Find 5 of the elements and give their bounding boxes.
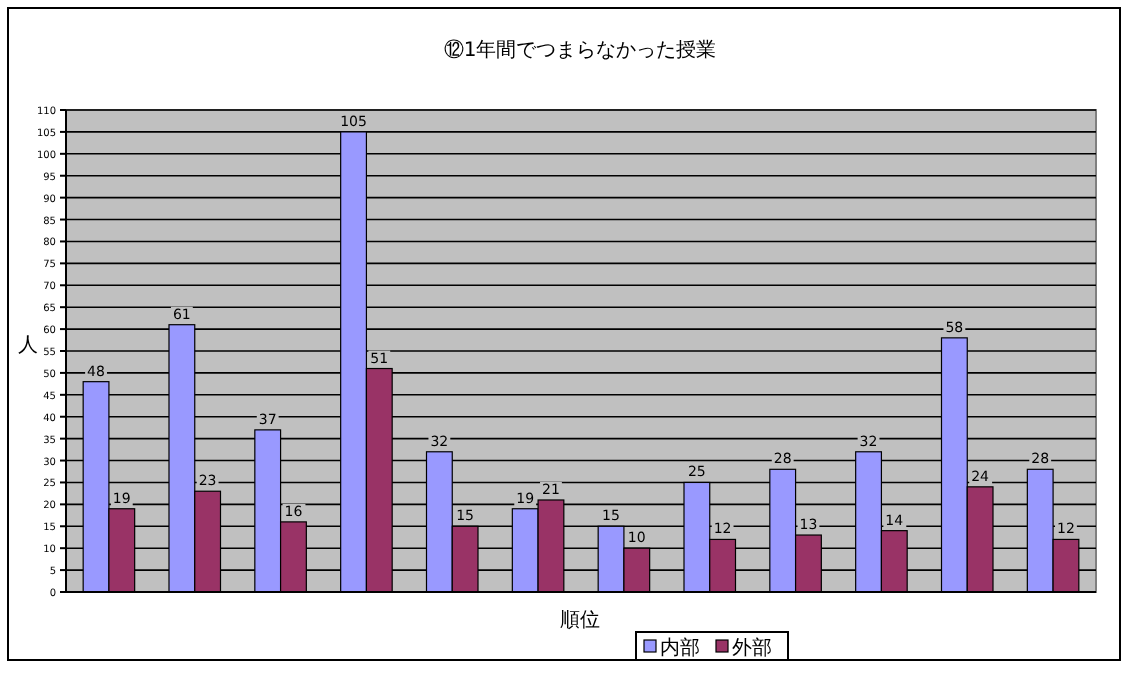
chart-title: ⑫1年間でつまらなかった授業 [443,38,717,62]
y-axis-title: 人 [18,335,38,357]
legend-label: 外部 [732,636,772,660]
legend-label: 内部 [660,636,700,660]
x-axis-title: 順位 [560,608,600,632]
